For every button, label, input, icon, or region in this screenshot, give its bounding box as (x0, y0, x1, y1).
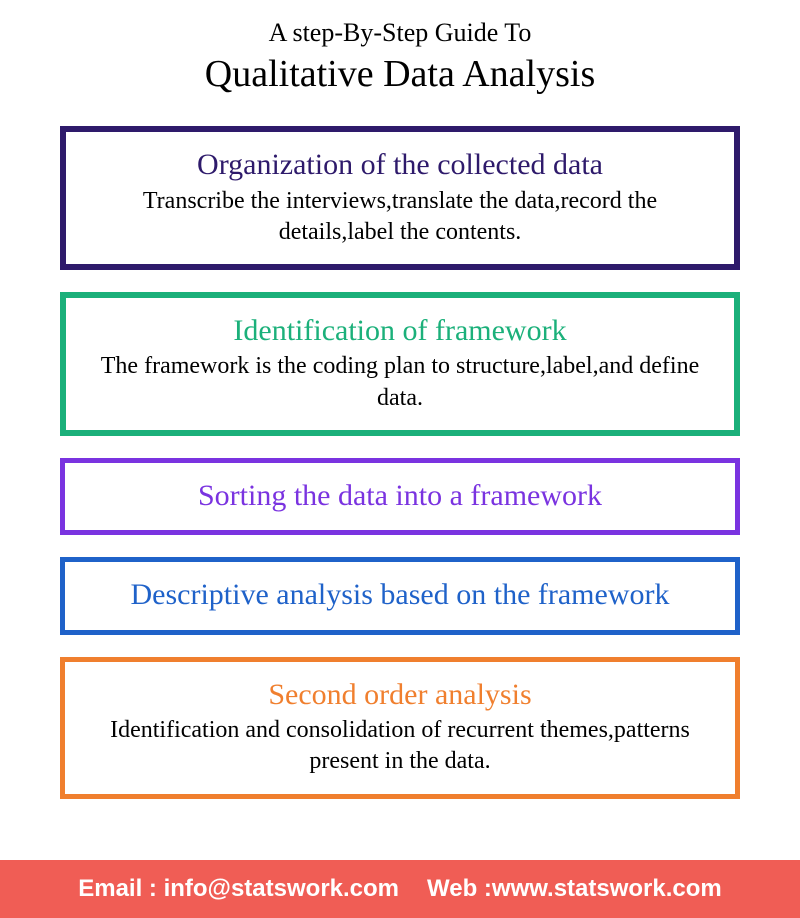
steps-container: Organization of the collected data Trans… (60, 126, 740, 799)
step-2-heading: Identification of framework (94, 312, 706, 350)
step-1-box: Organization of the collected data Trans… (60, 126, 740, 270)
footer-bar: Email : info@statswork.com Web :www.stat… (0, 860, 800, 918)
footer-email: Email : info@statswork.com (78, 875, 399, 903)
step-2-box: Identification of framework The framewor… (60, 292, 740, 436)
step-1-body: Transcribe the interviews,translate the … (94, 186, 706, 248)
step-3-box: Sorting the data into a framework (60, 458, 740, 536)
step-5-heading: Second order analysis (93, 676, 707, 714)
header-subtitle: A step-By-Step Guide To (0, 18, 800, 48)
footer-web: Web :www.statswork.com (427, 875, 722, 903)
step-4-heading: Descriptive analysis based on the framew… (93, 576, 707, 614)
header-title: Qualitative Data Analysis (0, 52, 800, 96)
step-2-body: The framework is the coding plan to stru… (94, 351, 706, 413)
step-5-box: Second order analysis Identification and… (60, 657, 740, 799)
header: A step-By-Step Guide To Qualitative Data… (0, 0, 800, 96)
step-1-heading: Organization of the collected data (94, 146, 706, 184)
step-4-box: Descriptive analysis based on the framew… (60, 557, 740, 635)
step-5-body: Identification and consolidation of recu… (93, 715, 707, 777)
step-3-heading: Sorting the data into a framework (93, 477, 707, 515)
